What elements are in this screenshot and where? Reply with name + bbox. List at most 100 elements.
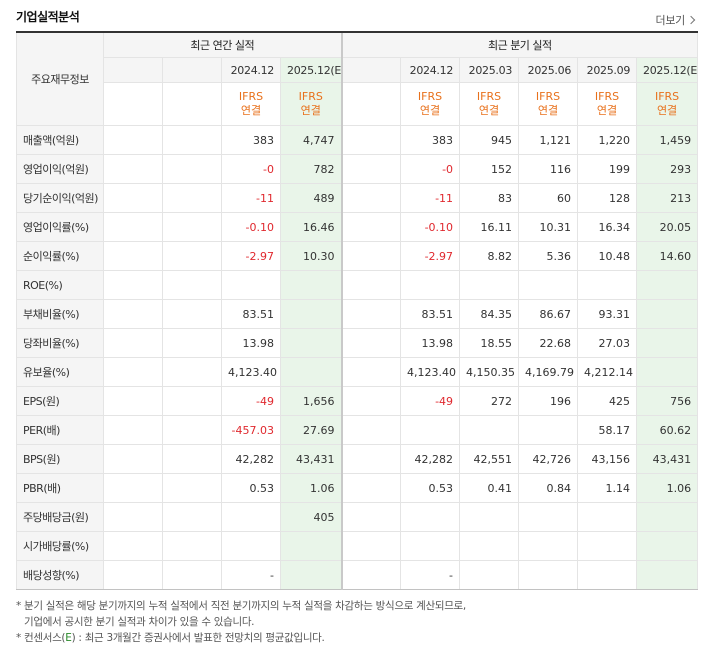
quarter-value-cell	[340, 270, 402, 300]
quarter-value-cell	[340, 328, 402, 358]
quarter-accounting-label: IFRS 연결	[577, 82, 638, 126]
quarter-value-cell: 425	[577, 386, 638, 416]
row-label: 매출액(억원)	[16, 125, 104, 155]
annual-value-cell: 383	[221, 125, 281, 155]
table-row: PER(배) -457.03 27.69 58.17 60.62	[16, 415, 699, 445]
quarter-value-cell: 27.03	[577, 328, 638, 358]
table-row: ROE(%)	[16, 270, 699, 300]
quarter-value-cell	[340, 299, 402, 329]
annual-group-header: 최근 연간 실적	[102, 31, 343, 58]
annual-value-cell	[221, 270, 281, 300]
quarter-value-cell: 10.31	[518, 212, 579, 242]
footnote-consensus-prefix: * 컨센서스(	[16, 632, 66, 644]
annual-value-cell	[162, 270, 222, 300]
table-row: 순이익률(%) -2.97 10.30 -2.97 8.82 5.36 10.48 14.60	[16, 241, 699, 271]
quarter-value-cell: 16.34	[577, 212, 638, 242]
quarter-value-cell	[340, 531, 402, 561]
quarter-value-cell	[340, 444, 402, 474]
quarter-value-cell: 60.62	[636, 415, 699, 445]
row-label: 영업이익(억원)	[16, 154, 104, 184]
annual-period-header	[162, 57, 222, 83]
quarter-value-cell	[400, 531, 461, 561]
annual-value-cell	[162, 241, 222, 271]
quarter-value-cell	[400, 415, 461, 445]
footnote-consensus-e: E	[65, 632, 72, 644]
table-row: 배당성향(%) - -	[16, 560, 699, 590]
quarter-period-header: 2025.09	[577, 57, 638, 83]
quarter-value-cell: 18.55	[459, 328, 520, 358]
quarter-value-cell	[340, 125, 402, 155]
quarter-value-cell	[340, 154, 402, 184]
annual-value-cell	[162, 125, 222, 155]
quarter-value-cell: 43,431	[636, 444, 699, 474]
quarter-value-cell: 756	[636, 386, 699, 416]
annual-value-cell	[279, 531, 343, 561]
annual-value-cell	[162, 154, 222, 184]
quarter-value-cell	[340, 357, 402, 387]
quarter-value-cell	[518, 270, 579, 300]
row-label: ROE(%)	[16, 270, 104, 300]
annual-value-cell	[162, 386, 222, 416]
quarter-value-cell	[340, 183, 402, 213]
quarter-value-cell: 42,726	[518, 444, 579, 474]
row-label: 당좌비율(%)	[16, 328, 104, 358]
annual-value-cell	[103, 531, 163, 561]
annual-value-cell: 43,431	[279, 444, 343, 474]
annual-value-cell: 782	[279, 154, 343, 184]
annual-period-header: 2024.12	[221, 57, 281, 83]
annual-accounting-label	[103, 82, 163, 126]
quarter-value-cell	[636, 357, 699, 387]
annual-value-cell	[103, 212, 163, 242]
table-row: 당기순이익(억원) -11 489 -11 83 60 128 213	[16, 183, 699, 213]
annual-value-cell: -457.03	[221, 415, 281, 445]
quarter-accounting-label: IFRS 연결	[518, 82, 579, 126]
row-label: 부채비율(%)	[16, 299, 104, 329]
corner-label: 주요재무정보	[16, 31, 104, 126]
more-link[interactable]: 더보기	[655, 12, 696, 28]
footnote-quarterly: * 분기 실적은 해당 분기까지의 누적 실적에서 직전 분기까지의 누적 실적…	[16, 600, 466, 612]
annual-value-cell	[279, 270, 343, 300]
annual-value-cell: -49	[221, 386, 281, 416]
quarter-accounting-label: IFRS 연결	[636, 82, 699, 126]
quarter-value-cell: 383	[400, 125, 461, 155]
quarter-value-cell: 945	[459, 125, 520, 155]
annual-value-cell: 1,656	[279, 386, 343, 416]
footnote-consensus-suffix: ) : 최근 3개월간 증권사에서 발표한 전망치의 평균값입니다.	[71, 632, 325, 644]
quarter-value-cell	[459, 415, 520, 445]
table-row: 당좌비율(%) 13.98 13.98 18.55 22.68 27.03	[16, 328, 699, 358]
annual-value-cell	[103, 183, 163, 213]
quarter-value-cell	[459, 270, 520, 300]
annual-value-cell: 13.98	[221, 328, 281, 358]
quarter-value-cell	[340, 241, 402, 271]
annual-value-cell	[103, 270, 163, 300]
annual-value-cell	[162, 183, 222, 213]
row-label: 유보율(%)	[16, 357, 104, 387]
quarter-value-cell: 10.48	[577, 241, 638, 271]
quarter-value-cell	[459, 560, 520, 590]
annual-value-cell: 27.69	[279, 415, 343, 445]
quarter-value-cell	[340, 473, 402, 503]
table-row: PBR(배) 0.53 1.06 0.53 0.41 0.84 1.14 1.06	[16, 473, 699, 503]
quarter-value-cell	[636, 502, 699, 532]
annual-value-cell	[162, 328, 222, 358]
annual-value-cell	[103, 444, 163, 474]
annual-value-cell	[103, 299, 163, 329]
quarter-value-cell	[340, 386, 402, 416]
quarter-value-cell	[577, 560, 638, 590]
table-row: BPS(원) 42,282 43,431 42,282 42,551 42,726 43,1…	[16, 444, 699, 474]
annual-value-cell: 42,282	[221, 444, 281, 474]
quarter-value-cell	[518, 502, 579, 532]
quarter-period-header	[340, 57, 402, 83]
quarter-value-cell: 0.53	[400, 473, 461, 503]
quarter-value-cell: -11	[400, 183, 461, 213]
quarter-value-cell: 196	[518, 386, 579, 416]
quarter-value-cell	[340, 560, 402, 590]
annual-value-cell: 489	[279, 183, 343, 213]
more-label: 더보기	[655, 14, 686, 27]
annual-value-cell	[103, 473, 163, 503]
annual-accounting-label	[162, 82, 222, 126]
quarter-value-cell	[636, 270, 699, 300]
table-row: 영업이익(억원) -0 782 -0 152 116 199 293	[16, 154, 699, 184]
quarter-value-cell: 58.17	[577, 415, 638, 445]
quarter-value-cell	[518, 560, 579, 590]
